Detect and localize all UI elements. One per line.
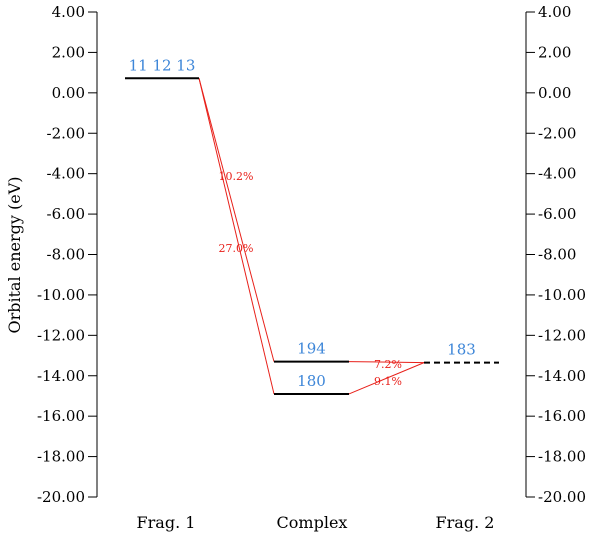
right-tick-label: -8.00 [538,246,576,264]
connection-line [198,78,275,362]
orbital-label: 183 [447,341,476,359]
contribution-label: 10.2% [219,170,254,183]
right-tick-label: 4.00 [538,3,571,21]
right-tick-label: -4.00 [538,165,576,183]
axes: 4.00 4.00 2.00 2.00 0.00 0.00 -2.00 -2.00 -4.00 -… [37,3,586,506]
orbital-label: 180 [297,372,326,390]
left-tick-label: -6.00 [47,205,85,223]
left-tick-label: -14.00 [37,367,85,385]
left-tick-label: -16.00 [37,407,85,425]
energy-levels [125,77,499,395]
contribution-label: 7.2% [374,358,402,371]
left-tick-label: -12.00 [37,326,85,344]
right-tick-label: -12.00 [538,326,586,344]
left-tick-label: -10.00 [37,286,85,304]
left-tick-label: 2.00 [52,43,85,61]
left-tick-label: -4.00 [47,165,85,183]
right-tick-label: -6.00 [538,205,576,223]
right-tick-label: -10.00 [538,286,586,304]
orbital-label: 11 12 13 [129,56,196,74]
right-tick-label: -14.00 [538,367,586,385]
right-tick-label: -2.00 [538,124,576,142]
connection-line [198,78,275,395]
right-tick-label: -16.00 [538,407,586,425]
left-tick-label: 4.00 [52,3,85,21]
connection-lines [198,78,425,395]
category-label: Frag. 2 [436,513,495,532]
orbital-label: 194 [297,340,326,358]
contribution-label: 9.1% [374,375,402,388]
right-tick-label: 0.00 [538,84,571,102]
contribution-label: 27.0% [219,242,254,255]
left-tick-label: 0.00 [52,84,85,102]
right-tick-label: 2.00 [538,43,571,61]
right-tick-label: -18.00 [538,448,586,466]
left-tick-label: -18.00 [37,448,85,466]
y-axis-title: Orbital energy (eV) [5,176,24,333]
right-tick-label: -20.00 [538,488,586,506]
category-label: Complex [277,513,348,532]
left-tick-label: -8.00 [47,246,85,264]
connection-line [348,362,425,395]
left-tick-label: -2.00 [47,124,85,142]
diagram-labels: Frag. 1 Complex Frag. 2 11 12 13 194 180 183 10… [129,56,495,532]
category-label: Frag. 1 [137,513,196,532]
connection-line [348,361,425,364]
left-tick-label: -20.00 [37,488,85,506]
